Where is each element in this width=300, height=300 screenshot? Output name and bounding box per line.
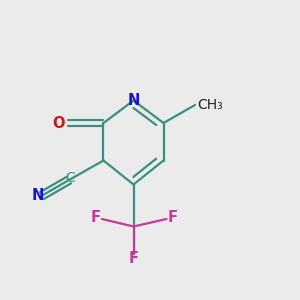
Text: F: F [128, 251, 139, 266]
Text: F: F [168, 210, 178, 225]
Text: N: N [127, 93, 140, 108]
Text: C: C [66, 172, 75, 185]
Text: CH₃: CH₃ [197, 98, 223, 112]
Text: F: F [90, 210, 100, 225]
Text: O: O [52, 116, 65, 130]
Text: N: N [31, 188, 44, 203]
